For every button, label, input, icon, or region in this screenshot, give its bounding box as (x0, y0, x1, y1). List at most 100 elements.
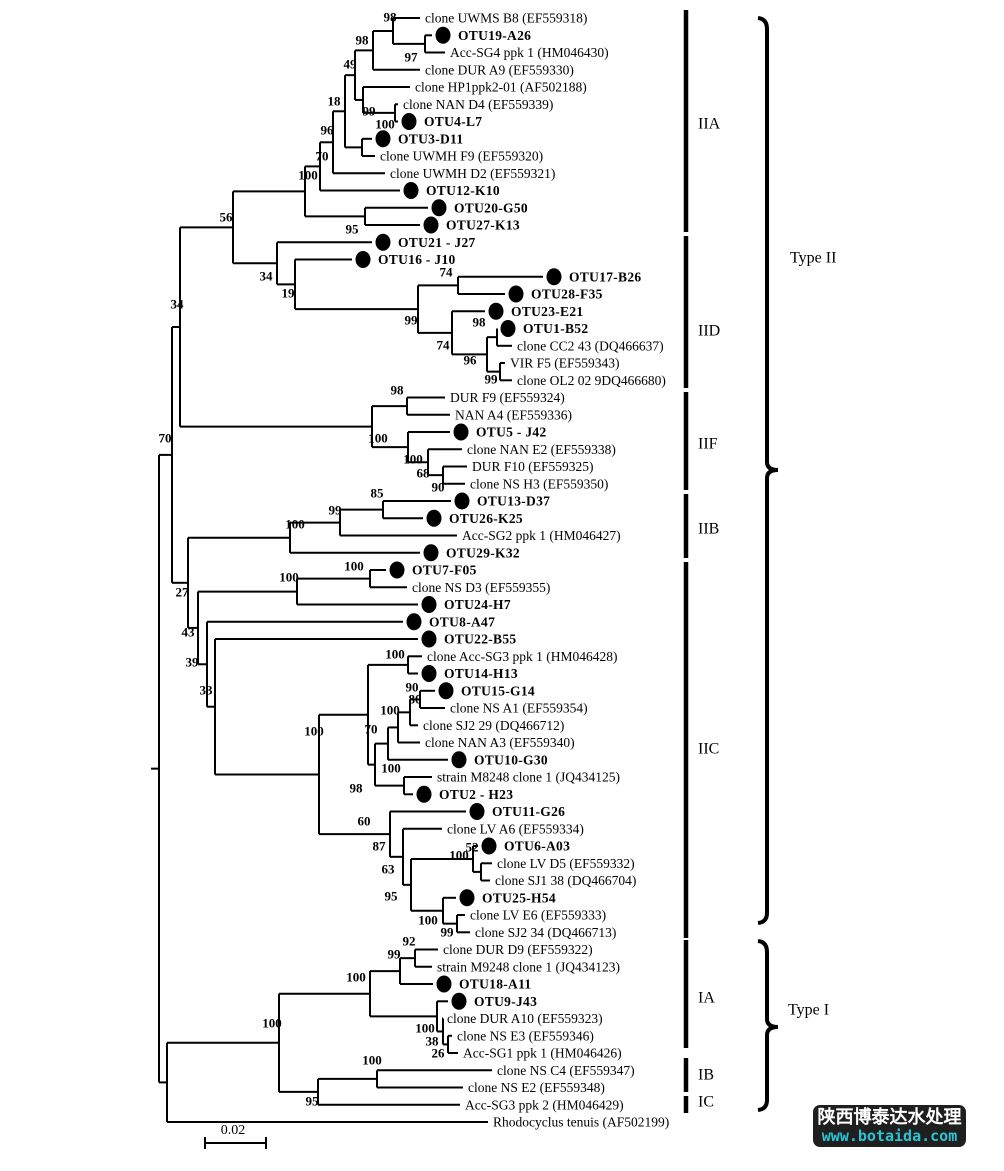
watermark-url: www.botaida.com (821, 1126, 958, 1145)
bootstrap-value: 98 (384, 10, 398, 25)
bootstrap-value: 38 (426, 1034, 440, 1049)
leaf-label: Acc-SG2 ppk 1 (HM046427) (462, 528, 621, 543)
bootstrap-value: 70 (365, 722, 378, 737)
otu-dot (451, 751, 467, 769)
otu-leaf-label: OTU8-A47 (429, 614, 495, 629)
group-label-iia: IIA (698, 116, 721, 133)
bootstrap-value: 99 (441, 925, 455, 940)
type-bracket-type-ii (757, 16, 779, 925)
bootstrap-value: 96 (464, 353, 478, 368)
bootstrap-value: 98 (356, 33, 370, 48)
leaf-label: clone LV A6 (EF559334) (447, 821, 584, 836)
bootstrap-value: 100 (368, 431, 388, 446)
bootstrap-value: 99 (405, 313, 419, 328)
bootstrap-value: 100 (385, 647, 405, 662)
leaf-label: clone NAN E2 (EF559338) (467, 442, 616, 457)
otu-dot (426, 509, 442, 527)
group-label-iib: IIB (698, 521, 719, 538)
otu-leaf-label: OTU10-G30 (474, 752, 548, 767)
leaf-label: VIR F5 (EF559343) (510, 356, 620, 371)
otu-dot (355, 251, 371, 268)
otu-leaf-label: OTU25-H54 (482, 890, 556, 905)
group-label-iif: IIF (698, 436, 718, 453)
bootstrap-value: 100 (262, 1016, 282, 1031)
bootstrap-value: 100 (449, 848, 469, 863)
leaf-label: Acc-SG3 ppk 2 (HM046429) (465, 1097, 624, 1112)
otu-leaf-label: OTU23-E21 (511, 304, 583, 319)
group-label-ib: IB (698, 1067, 714, 1084)
leaf-label: clone HP1ppk2-01 (AF502188) (415, 80, 587, 95)
bootstrap-value: 100 (279, 570, 299, 585)
leaf-label: DUR F9 (EF559324) (450, 390, 565, 405)
otu-dot (454, 492, 470, 510)
otu-leaf-label: OTU3-D11 (398, 131, 463, 146)
leaf-label: clone NAN D4 (EF559339) (403, 97, 553, 112)
otu-dot (421, 665, 437, 682)
otu-leaf-label: OTU22-B55 (444, 632, 516, 647)
bootstrap-value: 39 (186, 655, 200, 670)
otu-leaf-label: OTU12-K10 (426, 183, 500, 198)
otu-leaf-label: OTU5 - J42 (476, 425, 547, 440)
bootstrap-value: 98 (473, 315, 487, 330)
bootstrap-value: 18 (328, 94, 342, 109)
otu-dot (403, 182, 419, 199)
bootstrap-value: 90 (406, 680, 419, 695)
bootstrap-value: 70 (159, 431, 172, 446)
type-label-type-i: Type I (788, 1002, 829, 1019)
otu-leaf-label: OTU6-A03 (504, 839, 570, 854)
otu-dot (436, 975, 452, 993)
otu-leaf-label: OTU27-K13 (446, 218, 520, 233)
bootstrap-value: 95 (306, 1094, 320, 1109)
otu-dot (453, 423, 469, 441)
bootstrap-value: 100 (298, 168, 318, 183)
leaf-label: strain M8248 clone 1 (JQ434125) (437, 770, 620, 785)
otu-leaf-label: OTU18-A11 (459, 977, 531, 992)
otu-leaf-label: OTU20-G50 (454, 200, 528, 215)
otu-dot (438, 682, 454, 700)
bootstrap-value: 99 (363, 104, 377, 119)
bootstrap-value: 34 (171, 297, 185, 312)
leaf-label: DUR F10 (EF559325) (472, 459, 594, 474)
bootstrap-value: 19 (282, 286, 296, 301)
leaf-label: clone NAN A3 (EF559340) (425, 735, 575, 750)
bootstrap-value: 100 (415, 1021, 435, 1036)
bootstrap-value: 43 (182, 625, 196, 640)
bootstrap-value: 100 (362, 1053, 382, 1068)
bootstrap-value: 100 (375, 117, 395, 132)
otu-leaf-label: OTU11-G26 (492, 804, 565, 819)
otu-leaf-label: OTU14-H13 (444, 666, 518, 681)
bootstrap-value: 26 (432, 1046, 446, 1061)
otu-dot (488, 302, 504, 320)
bootstrap-value: 74 (437, 338, 451, 353)
otu-leaf-label: OTU2 - H23 (439, 787, 513, 802)
otu-dot (416, 785, 432, 803)
leaf-label: clone NS H3 (EF559350) (470, 476, 608, 491)
bootstrap-value: 85 (371, 486, 385, 501)
leaf-label: clone UWMH F9 (EF559320) (380, 149, 543, 164)
leaf-label: clone LV E6 (EF559333) (470, 908, 606, 923)
bootstrap-value: 98 (350, 781, 364, 796)
bootstrap-value: 100 (418, 913, 438, 928)
leaf-label: NAN A4 (EF559336) (455, 407, 572, 422)
bootstrap-value: 27 (176, 585, 190, 600)
bootstrap-value: 100 (380, 703, 400, 718)
bootstrap-value: 87 (373, 839, 387, 854)
bootstrap-value: 90 (432, 480, 445, 495)
otu-leaf-label: OTU16 - J10 (378, 252, 456, 267)
bootstrap-value: 49 (344, 57, 358, 72)
otu-dot (401, 113, 417, 130)
otu-leaf-label: OTU7-F05 (412, 563, 477, 578)
bootstrap-value: 100 (344, 559, 364, 574)
otu-dot (406, 613, 422, 631)
bootstrap-value: 33 (200, 683, 214, 698)
leaf-label: clone SJ2 34 (DQ466713) (475, 925, 616, 940)
otu-leaf-label: OTU15-G14 (461, 683, 535, 698)
otu-dot (421, 630, 437, 648)
otu-leaf-label: OTU26-K25 (449, 511, 523, 526)
leaf-label: clone DUR A10 (EF559323) (447, 1011, 603, 1026)
otu-dot (389, 561, 405, 579)
otu-dot (423, 216, 439, 234)
otu-leaf-label: OTU19-A26 (458, 28, 531, 43)
bootstrap-value: 74 (440, 265, 454, 280)
